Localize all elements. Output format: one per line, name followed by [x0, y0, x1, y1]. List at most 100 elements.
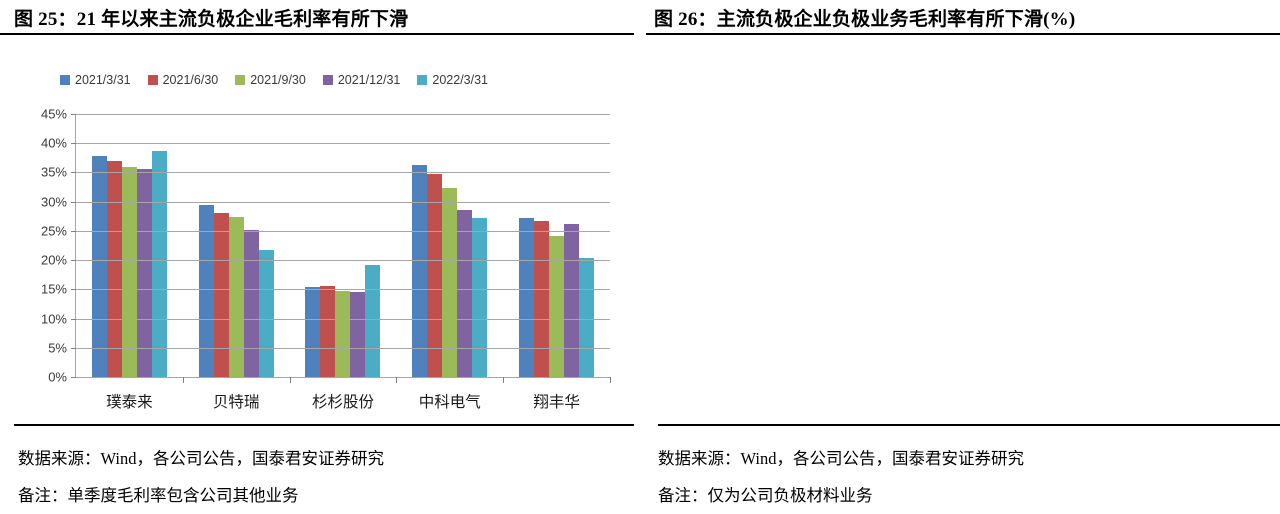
bar[interactable] — [457, 209, 473, 377]
bar[interactable] — [213, 212, 229, 377]
legend-swatch-icon — [60, 75, 70, 85]
figure-26-footer-rule — [658, 424, 1280, 426]
figure-25-footer-rule — [14, 424, 634, 426]
figure-26-source: 数据来源：Wind，各公司公告，国泰君安证券研究 — [658, 449, 1024, 468]
legend-item[interactable]: 2022/3/31 — [417, 73, 488, 87]
y-axis-label: 35% — [40, 164, 67, 180]
y-axis-label: 40% — [40, 135, 67, 151]
y-axis-tick — [71, 347, 76, 349]
bar[interactable] — [228, 216, 244, 377]
figure-26-note: 备注：仅为公司负极材料业务 — [658, 486, 873, 505]
figure-26-title: 图 26：主流负极企业负极业务毛利率有所下滑(%) — [654, 9, 1076, 30]
bar[interactable] — [305, 287, 321, 377]
x-axis-category-label: 贝特瑞 — [212, 394, 260, 411]
bar[interactable] — [412, 165, 428, 377]
y-axis-label: 15% — [40, 281, 67, 297]
y-axis-tick — [71, 260, 76, 262]
bar[interactable] — [579, 257, 595, 377]
y-axis-tick — [71, 377, 76, 378]
y-axis-label: 20% — [40, 252, 67, 268]
gridline — [76, 318, 610, 320]
bar-group — [76, 114, 183, 377]
bar[interactable] — [564, 223, 580, 377]
bar[interactable] — [365, 265, 381, 377]
bar-group — [503, 114, 610, 377]
legend-swatch-icon — [235, 75, 246, 85]
bar[interactable] — [335, 290, 351, 377]
gridline — [76, 172, 610, 174]
legend-item[interactable]: 2021/9/30 — [235, 73, 306, 87]
y-axis-tick — [71, 172, 76, 174]
y-axis-tick — [71, 114, 76, 115]
legend-label: 2021/6/30 — [162, 73, 219, 87]
bar[interactable] — [549, 236, 565, 377]
bar[interactable] — [121, 166, 137, 377]
y-axis-label: 0% — [48, 369, 67, 385]
y-axis-tick — [71, 143, 76, 145]
gridline — [76, 230, 610, 232]
figure-25-bars — [76, 114, 610, 377]
y-axis-tick — [71, 230, 76, 232]
bar[interactable] — [534, 220, 550, 377]
bar[interactable] — [472, 218, 488, 377]
legend-label: 2021/3/31 — [75, 73, 131, 87]
bar[interactable] — [136, 168, 152, 377]
bar[interactable] — [442, 187, 458, 377]
legend-swatch-icon — [322, 75, 333, 85]
figure-25-legend: 2021/3/31 2021/6/30 2021/9/30 2021/12/31 202… — [60, 73, 488, 87]
x-axis-category-label: 璞泰来 — [106, 394, 153, 411]
figure-25-note: 备注：单季度毛利率包含公司其他业务 — [18, 486, 299, 505]
bar[interactable] — [320, 286, 336, 377]
y-axis-label: 30% — [40, 194, 67, 210]
x-axis-category-label: 杉杉股份 — [311, 394, 375, 411]
y-axis-label: 5% — [48, 340, 67, 356]
legend-label: 2022/3/31 — [432, 73, 488, 87]
x-axis-tick — [289, 377, 291, 383]
legend-item[interactable]: 2021/6/30 — [147, 73, 219, 87]
y-axis-tick — [71, 289, 76, 291]
bar[interactable] — [427, 173, 443, 377]
legend-label: 2021/12/31 — [337, 73, 401, 87]
gridline — [76, 347, 610, 349]
bar[interactable] — [350, 291, 366, 377]
x-axis-category-label: 中科电气 — [418, 394, 481, 411]
legend-item[interactable]: 2021/3/31 — [60, 73, 131, 87]
figure-25-plot-area: 0% 5% 10% 15% 20% 25% 30% 35% 40% 45% 璞泰来 贝特瑞 杉杉股份 中科… — [41, 107, 611, 411]
x-axis-tick — [503, 377, 505, 383]
legend-label: 2021/9/30 — [250, 73, 306, 87]
bar[interactable] — [243, 229, 259, 377]
bar[interactable] — [519, 218, 535, 377]
x-axis-tick — [396, 377, 398, 383]
bar-group — [396, 114, 503, 377]
figure-25-title: 图 25：21 年以来主流负极企业毛利率有所下滑 — [14, 9, 409, 30]
bar[interactable] — [106, 160, 122, 377]
bar-group — [290, 114, 397, 377]
x-axis-tick — [182, 377, 184, 383]
y-axis-label: 10% — [40, 311, 67, 327]
y-axis-label: 25% — [40, 223, 67, 239]
figure-25-source: 数据来源：Wind，各公司公告，国泰君安证券研究 — [18, 449, 384, 468]
figure-panel-25: 图 25：21 年以来主流负极企业毛利率有所下滑 2021/3/31 2021/6… — [0, 9, 634, 505]
bar-group — [183, 114, 290, 377]
gridline — [76, 143, 610, 145]
bar[interactable] — [258, 250, 274, 377]
legend-item[interactable]: 2021/12/31 — [322, 73, 401, 87]
gridline — [76, 289, 610, 291]
y-axis-tick — [71, 201, 76, 203]
legend-swatch-icon — [147, 75, 158, 85]
y-axis-tick — [71, 318, 76, 320]
gridline — [76, 114, 610, 115]
x-axis-tick — [610, 377, 611, 383]
bar[interactable] — [91, 156, 107, 377]
legend-swatch-icon — [417, 75, 428, 85]
gridline — [76, 260, 610, 262]
figure-25-title-rule — [0, 33, 634, 35]
bar[interactable] — [198, 204, 214, 377]
x-axis-category-label: 翔丰华 — [533, 394, 580, 411]
figure-26-title-rule — [646, 33, 1280, 35]
bar[interactable] — [151, 151, 167, 377]
gridline — [76, 201, 610, 203]
figure-panel-26: 图 26：主流负极企业负极业务毛利率有所下滑(%) 2020/12/312021… — [640, 0, 1280, 514]
y-axis-label: 45% — [40, 106, 67, 122]
